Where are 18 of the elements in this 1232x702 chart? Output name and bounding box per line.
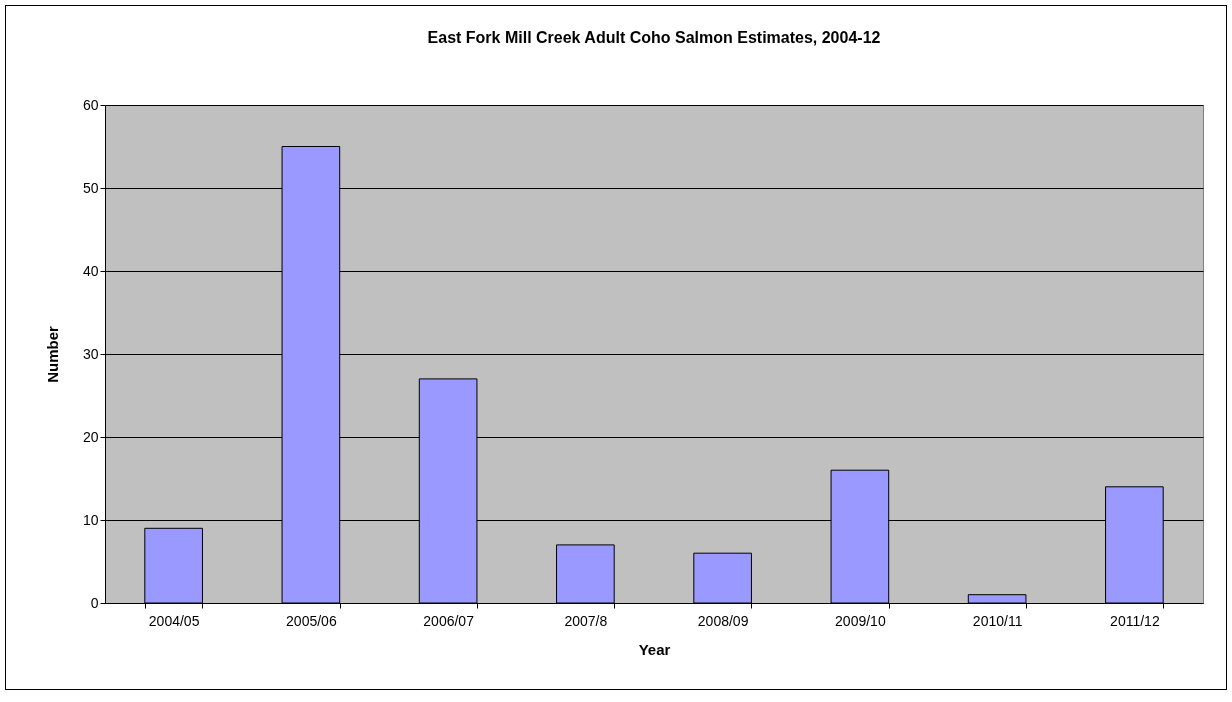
y-tick-label: 0 <box>90 594 99 611</box>
x-tick-label: 2007/8 <box>564 612 608 629</box>
x-tick-label: 2005/06 <box>286 612 337 629</box>
y-tick-label: 60 <box>82 96 99 113</box>
y-tick-label: 10 <box>82 511 99 528</box>
y-tick-label: 30 <box>82 345 99 362</box>
y-tick-label: 20 <box>82 428 99 445</box>
x-tick-label: 2009/10 <box>835 612 886 629</box>
chart-title: East Fork Mill Creek Adult Coho Salmon Estimates, 2004-12 <box>427 29 881 46</box>
x-tick-label: 2008/09 <box>697 612 749 629</box>
x-tick-label: 2011/12 <box>1110 612 1160 629</box>
x-tick-label: 2006/07 <box>423 612 475 629</box>
x-axis-title: Year <box>638 640 671 658</box>
y-axis-title: Number <box>43 326 61 383</box>
y-tick-label: 40 <box>82 262 99 279</box>
x-tick-label: 2004/05 <box>148 612 200 629</box>
x-tick-label: 2010/11 <box>972 612 1023 629</box>
y-tick-label: 50 <box>82 179 99 196</box>
